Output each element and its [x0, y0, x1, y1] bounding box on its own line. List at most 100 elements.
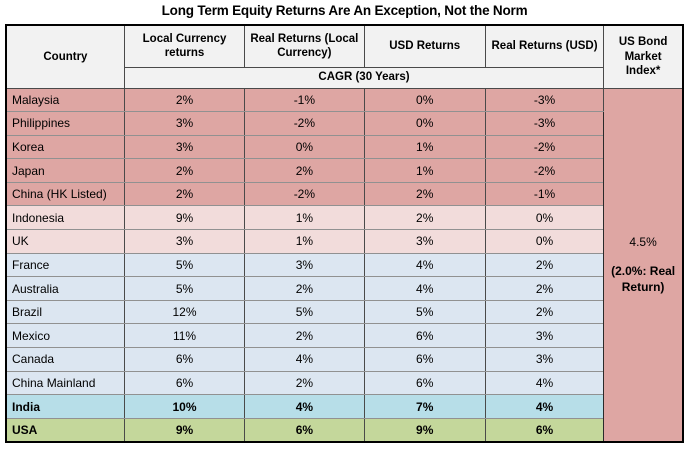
table-header: Country Local Currency returns Real Retu…	[5, 24, 684, 89]
country-cell: USA	[5, 417, 125, 443]
us-bond-real-return: (2.0%: Real Return)	[611, 264, 676, 295]
table-row: Mexico 11% 2% 6% 3%	[5, 323, 683, 349]
country-cell: China Mainland	[5, 370, 125, 396]
us-bond-index-value: 4.5%	[629, 234, 657, 249]
country-cell: UK	[5, 229, 125, 254]
value-cell: 2%	[123, 181, 246, 207]
equity-returns-table: Country Local Currency returns Real Retu…	[5, 24, 684, 443]
us-bond-market-index-cell: 4.5% (2.0%: Real Return)	[603, 87, 684, 443]
table-row: Japan 2% 2% 1% -2%	[5, 158, 683, 183]
value-cell: 3%	[123, 134, 246, 160]
value-cell: 0%	[363, 87, 486, 113]
value-cell: 2%	[244, 370, 365, 396]
header-real-returns-local: Real Returns (Local Currency)	[244, 24, 365, 68]
value-cell: 10%	[123, 394, 246, 419]
value-cell: 3%	[123, 229, 246, 254]
value-cell: 6%	[363, 347, 486, 372]
table-row: UK 3% 1% 3% 0%	[5, 229, 683, 254]
table-body: Malaysia 2% -1% 0% -3% 4.5% (2.0%: Real Return…	[5, 87, 684, 443]
value-cell: -2%	[484, 134, 605, 160]
value-cell: 2%	[484, 299, 605, 325]
country-cell: Korea	[5, 134, 125, 160]
value-cell: 2%	[363, 205, 486, 231]
value-cell: 12%	[123, 299, 246, 325]
value-cell: -2%	[244, 111, 365, 136]
country-cell: France	[5, 252, 125, 278]
value-cell: 2%	[244, 323, 365, 349]
value-cell: 2%	[244, 276, 365, 301]
header-row-cagr: CAGR (30 Years)	[6, 66, 683, 89]
value-cell: 1%	[244, 229, 365, 254]
page-title: Long Term Equity Returns Are An Exceptio…	[161, 3, 528, 18]
value-cell: 0%	[244, 134, 365, 160]
value-cell: -3%	[484, 111, 605, 136]
value-cell: -1%	[484, 181, 605, 207]
header-usd-returns: USD Returns	[363, 24, 486, 68]
value-cell: 3%	[244, 252, 365, 278]
country-cell: Japan	[5, 158, 125, 183]
value-cell: 6%	[123, 370, 246, 396]
table-row: China (HK Listed) 2% -2% 2% -1%	[5, 181, 683, 207]
country-cell: Canada	[5, 347, 125, 372]
value-cell: 5%	[363, 299, 486, 325]
value-cell: 5%	[123, 276, 246, 301]
value-cell: 11%	[123, 323, 246, 349]
table-row: Australia 5% 2% 4% 2%	[5, 276, 683, 301]
value-cell: 1%	[363, 134, 486, 160]
value-cell: 7%	[363, 394, 486, 419]
value-cell: 0%	[484, 229, 605, 254]
table-row: Philippines 3% -2% 0% -3%	[5, 111, 683, 136]
value-cell: 3%	[484, 323, 605, 349]
value-cell: 4%	[484, 394, 605, 419]
country-cell: Brazil	[5, 299, 125, 325]
table-row: China Mainland 6% 2% 6% 4%	[5, 370, 683, 396]
value-cell: 6%	[363, 370, 486, 396]
value-cell: 6%	[123, 347, 246, 372]
value-cell: 2%	[244, 158, 365, 183]
value-cell: 4%	[484, 370, 605, 396]
country-cell: Indonesia	[5, 205, 125, 231]
value-cell: 2%	[484, 252, 605, 278]
value-cell: 3%	[363, 229, 486, 254]
value-cell: 0%	[363, 111, 486, 136]
table-row: India 10% 4% 7% 4%	[5, 394, 683, 419]
table-row: Korea 3% 0% 1% -2%	[5, 134, 683, 160]
country-cell: Malaysia	[5, 87, 125, 113]
country-cell: India	[5, 394, 125, 419]
value-cell: 4%	[244, 394, 365, 419]
value-cell: 2%	[123, 158, 246, 183]
value-cell: 2%	[123, 87, 246, 113]
country-cell: Mexico	[5, 323, 125, 349]
value-cell: 1%	[363, 158, 486, 183]
table-row: USA 9% 6% 9% 6%	[5, 417, 683, 443]
table-row: Indonesia 9% 1% 2% 0%	[5, 205, 683, 231]
header-local-currency-returns: Local Currency returns	[123, 24, 246, 68]
value-cell: 5%	[244, 299, 365, 325]
header-cagr-30-years: CAGR (30 Years)	[123, 66, 605, 89]
table-row: Canada 6% 4% 6% 3%	[5, 347, 683, 372]
value-cell: 4%	[363, 252, 486, 278]
value-cell: -2%	[484, 158, 605, 183]
value-cell: 9%	[123, 417, 246, 443]
table-row: Malaysia 2% -1% 0% -3% 4.5% (2.0%: Real Return…	[5, 87, 684, 443]
value-cell: -1%	[244, 87, 365, 113]
value-cell: 2%	[484, 276, 605, 301]
value-cell: 5%	[123, 252, 246, 278]
value-cell: 1%	[244, 205, 365, 231]
table-row: Brazil 12% 5% 5% 2%	[5, 299, 683, 325]
header-real-returns-usd: Real Returns (USD)	[484, 24, 605, 68]
value-cell: 6%	[363, 323, 486, 349]
value-cell: 9%	[123, 205, 246, 231]
header-row-main: Country Local Currency returns Real Retu…	[5, 24, 684, 89]
value-cell: 3%	[484, 347, 605, 372]
country-cell: China (HK Listed)	[5, 181, 125, 207]
value-cell: 3%	[123, 111, 246, 136]
header-us-bond-market-index: US Bond Market Index*	[603, 24, 684, 89]
value-cell: 9%	[363, 417, 486, 443]
value-cell: -2%	[244, 181, 365, 207]
value-cell: 4%	[244, 347, 365, 372]
value-cell: 4%	[363, 276, 486, 301]
country-cell: Australia	[5, 276, 125, 301]
country-cell: Philippines	[5, 111, 125, 136]
